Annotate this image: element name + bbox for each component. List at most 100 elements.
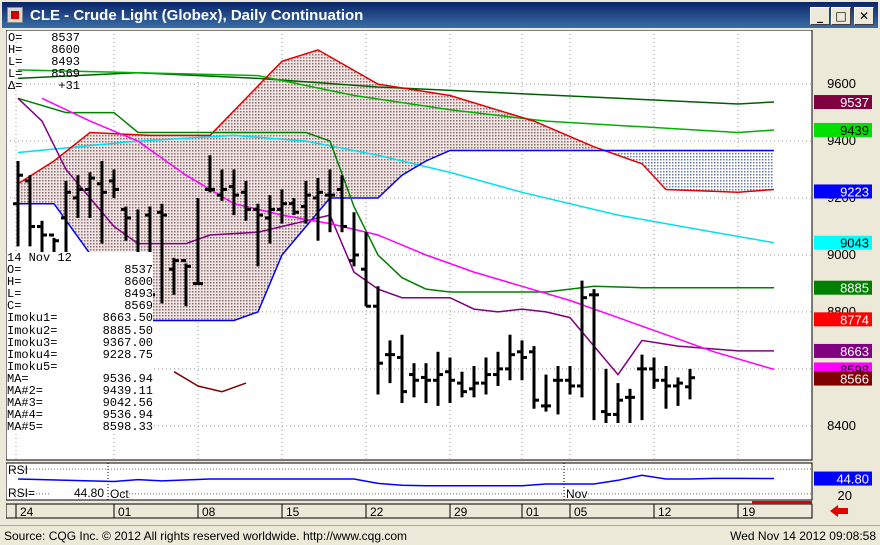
x-tick-label: 15: [286, 505, 300, 519]
price-bar: [241, 180, 251, 221]
price-tag: 9223: [814, 184, 872, 199]
price-bar: [301, 180, 311, 224]
maximize-icon: □: [835, 9, 847, 23]
rsi-line: [17, 474, 775, 487]
maximize-button[interactable]: □: [831, 7, 851, 25]
x-tick-label: 12: [658, 505, 672, 519]
close-icon: ✕: [858, 9, 870, 23]
price-bar: [325, 169, 335, 233]
readout-label: Imoku1=: [7, 311, 58, 326]
price-bar: [181, 259, 191, 307]
senkou-span-a-line: [17, 49, 775, 194]
chart-area[interactable]: 9600940092009000880086008400240108152229…: [5, 29, 874, 524]
readout-value: 9367.00: [102, 335, 153, 350]
y-tick-label: 8400: [827, 418, 856, 433]
readout-label: Imoku5=: [7, 359, 58, 374]
price-bar: [337, 175, 347, 233]
price-bar: [493, 351, 503, 386]
study-readout-row: C= 8569: [7, 300, 153, 312]
scroll-arrow-icon: [830, 505, 848, 517]
x-axis-strip: [5, 503, 813, 519]
price-bar: [397, 334, 407, 404]
readout-label: Imoku3=: [7, 335, 58, 350]
top-readout-row: L= 8493: [8, 56, 80, 68]
price-bar: [421, 363, 431, 404]
top-readout-row: H= 8600: [8, 44, 80, 56]
readout-value: 9536.94: [102, 371, 153, 386]
readout-label: MA#4=: [7, 408, 44, 423]
readout-label: MA#2=: [7, 384, 44, 399]
study-readout-row: MA#4= 9536.94: [7, 409, 153, 421]
price-bar: [673, 377, 683, 406]
top-readout-row: O= 8537: [8, 32, 80, 44]
price-bar: [169, 257, 179, 295]
readout-value: 8493: [51, 55, 80, 70]
rsi-readout-label: RSI=: [8, 486, 35, 500]
readout-label: Imoku2=: [7, 323, 58, 338]
price-bar: [589, 289, 599, 421]
readout-label: L=: [7, 287, 22, 302]
readout-value: 8569: [51, 67, 80, 82]
price-bar: [109, 169, 119, 199]
price-bar: [625, 388, 635, 423]
price-chart[interactable]: 9600940092009000880086008400240108152229…: [5, 29, 874, 524]
readout-value: 9228.75: [102, 347, 153, 362]
study-readout-row: Imoku3= 9367.00: [7, 337, 153, 349]
readout-value: 8537: [124, 263, 153, 278]
ma-line-3: [17, 134, 775, 244]
price-tag-box: [814, 371, 872, 386]
minimize-button[interactable]: _: [810, 7, 830, 25]
price-bar: [481, 357, 491, 395]
readout-label: C=: [7, 299, 22, 314]
price-bar: [361, 232, 371, 308]
close-button[interactable]: ✕: [854, 7, 874, 25]
price-bar: [637, 354, 647, 421]
top-readout-row: Δ= +31: [8, 80, 80, 92]
price-bar: [541, 374, 551, 412]
price-bar: [217, 169, 227, 201]
readout-value: 8663.50: [102, 311, 153, 326]
readout-label: MA#3=: [7, 396, 44, 411]
app-icon[interactable]: [7, 7, 23, 23]
readout-date: 14 Nov 12: [7, 251, 72, 265]
price-tag: 9439: [814, 122, 872, 138]
readout-value: 9042.56: [102, 396, 153, 411]
month-label: Oct: [110, 487, 129, 501]
rsi-readout-value: 44.80: [74, 486, 104, 500]
readout-value: 8537: [51, 31, 80, 45]
study-readout-row: MA#3= 9042.56: [7, 397, 153, 409]
readout-value: +31: [58, 79, 80, 94]
readout-label: Imoku4=: [7, 347, 58, 362]
x-tick-label: 05: [574, 505, 588, 519]
price-tag-label: 9223: [840, 184, 869, 199]
study-readout-row: Imoku5=: [7, 361, 153, 373]
study-readout-row: MA= 9536.94: [7, 373, 153, 385]
chikou-line: [173, 371, 247, 393]
ichimoku-cloud-future: [594, 146, 774, 193]
readout-label: L=: [8, 55, 23, 70]
readout-label: Δ=: [8, 79, 23, 94]
readout-value: 8569: [124, 299, 153, 314]
price-bar: [193, 198, 203, 285]
readout-value: 9536.94: [102, 408, 153, 423]
price-bar: [445, 357, 455, 404]
top-ohlc-readout: O= 8537 H= 8600 L= 8493 L= 8569 Δ= +31: [8, 32, 80, 92]
x-tick-label: 19: [742, 505, 756, 519]
price-bar: [97, 160, 107, 244]
copyright-text: Source: CQG Inc. © 2012 All rights reser…: [4, 529, 408, 543]
status-timestamp: Wed Nov 14 2012 09:08:58: [730, 529, 876, 543]
price-bar: [25, 175, 35, 247]
price-tag-box: [814, 184, 872, 199]
ichimoku-cloud: [18, 49, 774, 321]
study-readout-row: MA#5= 8598.33: [7, 421, 153, 433]
price-tag: 9043: [814, 235, 872, 251]
price-bar: [601, 368, 611, 423]
ma-line-2: [17, 69, 775, 134]
rsi-readout-box: [50, 485, 106, 498]
title-bar[interactable]: CLE - Crude Light (Globex), Daily Contin…: [2, 2, 878, 28]
study-readout-row: H= 8600: [7, 276, 153, 288]
x-tick-label: 08: [202, 505, 216, 519]
price-tag-box: [814, 280, 872, 295]
x-tick-label: 01: [526, 505, 540, 519]
